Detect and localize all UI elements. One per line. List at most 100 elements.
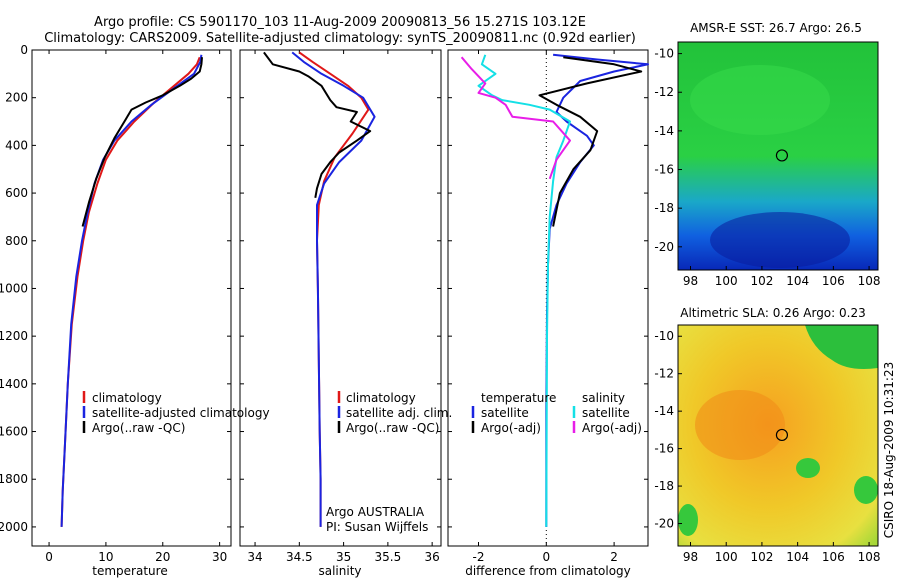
argo-float-marker [775, 428, 789, 442]
y-tick-label: 2000 [0, 520, 28, 534]
x-tick-label: 20 [155, 550, 170, 564]
series-line-temperature-argo-adj- [538, 56, 643, 227]
difference-panel: -2 0 2 difference from climatology tempera… [447, 49, 649, 578]
map-y-tick-label: -16 [654, 442, 674, 456]
salinity-axes-frame [239, 49, 442, 547]
legend-label-argo: Argo(..raw -QC) [92, 421, 185, 435]
legend-label-temp-argo: Argo(-adj) [481, 421, 541, 435]
salinity-panel: 34 34.5 35 35.5 36 salinity climatology sate… [239, 49, 452, 578]
legend-label-satellite-adj: satellite adj. clim. [346, 406, 452, 420]
legend-label-temp-satellite: satellite [481, 406, 529, 420]
sla-green-patch [796, 458, 820, 478]
map-x-tick-label: 102 [750, 550, 773, 564]
sst-warm-patch [690, 65, 830, 135]
map-x-tick-label: 106 [822, 274, 845, 288]
sla-high-region [695, 390, 785, 460]
legend-label-sal-satellite: satellite [582, 406, 630, 420]
y-tick-label: 1200 [0, 329, 28, 343]
map-x-tick-label: 102 [750, 274, 773, 288]
legend-label-satellite-adjusted: satellite-adjusted climatology [92, 406, 270, 420]
map-y-tick-label: -12 [654, 85, 674, 99]
map-x-tick-label: 104 [786, 550, 809, 564]
figure-title-line1: Argo profile: CS 5901170_103 11-Aug-2009… [94, 15, 586, 30]
y-tick-label: 1400 [0, 377, 28, 391]
map-y-tick-label: -14 [654, 404, 674, 418]
legend-heading-salinity: salinity [582, 391, 625, 405]
temperature-axis-label: temperature [92, 564, 167, 578]
map-y-tick-label: -12 [654, 367, 674, 381]
legend-label-argo: Argo(..raw -QC) [346, 421, 439, 435]
figure-title-line2: Climatology: CARS2009. Satellite-adjuste… [44, 31, 636, 46]
sst-map: AMSR-E SST: 26.7 Argo: 26.5 98 100 102 104 1… [654, 21, 880, 288]
y-tick-label: 600 [5, 186, 28, 200]
map-x-tick-label: 106 [822, 550, 845, 564]
map-y-tick-label: -18 [654, 479, 674, 493]
series-line-salinity-satellite [477, 54, 571, 527]
salinity-legend: climatology satellite adj. clim. Argo(..… [337, 391, 452, 435]
temperature-x-axis: 0 10 20 30 [45, 50, 227, 564]
x-tick-label: -2 [473, 550, 485, 564]
series-line-argo-raw-qc- [81, 57, 203, 227]
map-y-tick-label: -14 [654, 124, 674, 138]
series-line-salinity-argo-adj- [460, 56, 571, 180]
x-tick-label: 30 [212, 550, 227, 564]
sst-map-axes: 98 100 102 104 106 108 -10 -12 -14 -16 -18 -20 [654, 47, 880, 288]
sla-map-frame [677, 324, 879, 547]
series-line-temperature-satellite [545, 53, 649, 527]
argo-program-label: Argo AUSTRALIA [326, 505, 425, 519]
sla-green-patch [678, 504, 698, 536]
map-x-tick-label: 108 [858, 274, 881, 288]
map-x-tick-label: 98 [683, 550, 698, 564]
x-tick-label: 10 [98, 550, 113, 564]
series-line-argo-raw-qc- [263, 51, 372, 198]
map-x-tick-label: 104 [786, 274, 809, 288]
y-tick-label: 200 [5, 91, 28, 105]
temperature-lines [32, 49, 231, 528]
depth-axis: 0 200 400 600 800 1000 1200 1400 1600 1800 2000 [0, 43, 28, 534]
salinity-x-axis: 34 34.5 35 35.5 36 [247, 50, 440, 564]
series-line-climatology [298, 51, 370, 527]
x-tick-label: 34.5 [286, 550, 313, 564]
map-y-tick-label: -20 [654, 240, 674, 254]
difference-x-axis: -2 0 2 [473, 50, 618, 564]
y-tick-label: 0 [20, 43, 28, 57]
map-x-tick-label: 98 [683, 274, 698, 288]
salinity-axis-label: salinity [318, 564, 361, 578]
legend-label-climatology: climatology [346, 391, 416, 405]
map-y-tick-label: -18 [654, 201, 674, 215]
credit-label: CSIRO 18-Aug-2009 10:31:23 [882, 362, 896, 538]
y-tick-label: 800 [5, 234, 28, 248]
argo-float-marker [775, 149, 789, 162]
legend-label-sal-argo: Argo(-adj) [582, 421, 642, 435]
y-tick-label: 1600 [0, 425, 28, 439]
x-tick-label: 34 [247, 550, 262, 564]
map-y-tick-label: -10 [654, 329, 674, 343]
pi-label: PI: Susan Wijffels [326, 520, 428, 534]
y-tick-label: 400 [5, 138, 28, 152]
sst-cool-core [710, 212, 850, 268]
series-line-satellite-adj-clim- [291, 51, 376, 527]
sst-map-frame [677, 41, 879, 271]
x-tick-label: 0 [45, 550, 53, 564]
sst-map-title: AMSR-E SST: 26.7 Argo: 26.5 [690, 21, 862, 35]
temperature-legend: climatology satellite-adjusted climatolo… [82, 391, 270, 435]
map-x-tick-label: 108 [858, 550, 881, 564]
sla-map-axes: 98 100 102 104 106 108 -10 -12 -14 -16 -18 -20 [654, 329, 880, 564]
map-x-tick-label: 100 [715, 550, 738, 564]
x-tick-label: 2 [610, 550, 618, 564]
legend-label-climatology: climatology [92, 391, 162, 405]
temperature-panel: 0 200 400 600 800 1000 1200 1400 1600 1800 2000 0 1… [0, 43, 270, 578]
y-tick-label: 1000 [0, 281, 28, 295]
sla-green-patch [854, 476, 878, 504]
sla-map: Altimetric SLA: 0.26 Argo: 0.23 98 100 102… [654, 306, 880, 564]
map-y-tick-label: -16 [654, 163, 674, 177]
y-tick-label: 1800 [0, 472, 28, 486]
x-tick-label: 36 [425, 550, 440, 564]
x-tick-label: 35 [336, 550, 351, 564]
sla-map-title: Altimetric SLA: 0.26 Argo: 0.23 [680, 306, 865, 320]
difference-legend: temperature satellite Argo(-adj) salinit… [471, 391, 642, 435]
temperature-axes-frame [31, 49, 232, 547]
x-tick-label: 0 [542, 550, 550, 564]
series-line-climatology [60, 56, 201, 527]
